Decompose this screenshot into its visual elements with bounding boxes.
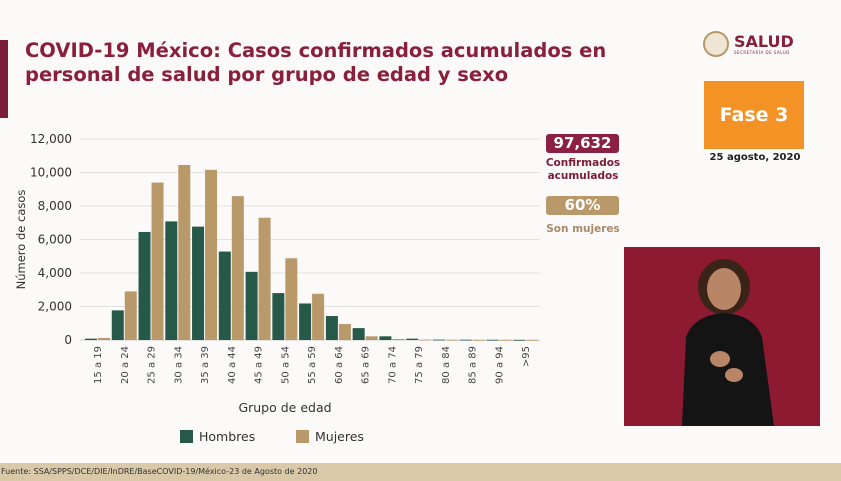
x-tick-label: 35 a 39 — [200, 346, 211, 384]
y-tick-label: 8,000 — [38, 199, 72, 213]
y-tick-label: 12,000 — [30, 132, 72, 146]
bar-mujeres — [365, 336, 378, 340]
y-tick-label: 4,000 — [38, 266, 72, 280]
bar-hombres — [379, 336, 392, 340]
x-tick-label: 55 a 59 — [307, 346, 318, 384]
y-tick-label: 2,000 — [38, 300, 72, 314]
seal-icon — [703, 31, 729, 57]
x-tick-label: 90 a 94 — [494, 346, 505, 384]
bar-mujeres — [392, 338, 405, 340]
phase-badge: Fase 3 — [704, 81, 804, 149]
bar-mujeres — [285, 258, 298, 340]
women-pct-badge: 60% — [546, 196, 619, 215]
bar-hombres — [245, 271, 258, 340]
bar-mujeres — [258, 217, 271, 340]
legend-label: Mujeres — [315, 429, 364, 444]
bar-hombres — [406, 338, 419, 340]
legend-mujeres: Mujeres — [296, 429, 364, 444]
bar-hombres — [272, 293, 285, 340]
x-axis-title: Grupo de edad — [238, 400, 331, 415]
bar-hombres — [218, 251, 231, 340]
bar-hombres — [325, 316, 338, 340]
salud-logo: SALUD SECRETARÍA DE SALUD — [703, 28, 813, 60]
bar-mujeres — [526, 339, 539, 341]
bar-mujeres — [124, 291, 137, 340]
x-tick-label: >95 — [521, 346, 532, 367]
x-tick-label: 60 a 64 — [334, 346, 345, 384]
interpreter-figure — [682, 259, 774, 426]
bar-mujeres — [499, 339, 512, 341]
bar-hombres — [486, 339, 499, 341]
x-tick-label: 20 a 24 — [120, 346, 131, 384]
bar-mujeres — [98, 337, 110, 340]
bar-mujeres — [178, 164, 191, 340]
x-tick-label: 25 a 29 — [147, 346, 158, 384]
bar-hombres — [299, 303, 312, 340]
y-tick-label: 10,000 — [30, 166, 72, 180]
x-tick-label: 45 a 49 — [254, 346, 265, 384]
x-tick-label: 40 a 44 — [227, 346, 238, 384]
legend-hombres: Hombres — [180, 429, 255, 444]
bar-mujeres — [445, 339, 458, 341]
bar-mujeres — [151, 182, 164, 340]
bar-hombres — [111, 310, 124, 340]
accent-bar — [0, 40, 8, 118]
x-tick-label: 80 a 84 — [441, 346, 452, 384]
logo-text: SALUD — [734, 31, 794, 51]
y-axis-title: Número de casos — [14, 190, 28, 290]
bar-hombres — [432, 339, 445, 341]
source-footer: Fuente: SSA/SPPS/DCE/DIE/InDRE/BaseCOVID… — [0, 463, 841, 481]
bar-hombres — [459, 339, 472, 341]
legend-label: Hombres — [199, 429, 256, 444]
logo-subtext: SECRETARÍA DE SALUD — [734, 49, 790, 55]
date-label: 25 agosto, 2020 — [709, 152, 801, 163]
bar-hombres — [138, 231, 151, 340]
bar-hombres — [85, 338, 97, 340]
bar-chart: 0 2,000 4,000 6,000 8,000 10,000 12,000 Número … — [14, 132, 540, 415]
y-tick-label: 6,000 — [38, 233, 72, 247]
confirmed-total-badge: 97,632 — [546, 134, 619, 153]
women-label: Son mujeres — [546, 223, 620, 235]
y-tick-label: 0 — [64, 333, 72, 347]
x-tick-label: 75 a 79 — [414, 346, 425, 384]
bar-hombres — [513, 339, 526, 341]
bar-mujeres — [231, 196, 244, 340]
bar-mujeres — [312, 293, 325, 340]
x-tick-label: 30 a 34 — [173, 346, 184, 384]
bar-hombres — [165, 221, 178, 340]
bar-mujeres — [338, 324, 351, 340]
legend-swatch-hombres — [180, 430, 193, 443]
bar-hombres — [352, 328, 365, 340]
sign-language-video — [624, 247, 820, 426]
x-tick-label: 65 a 69 — [361, 346, 372, 384]
bar-mujeres — [419, 339, 432, 341]
bar-mujeres — [472, 339, 485, 341]
bar-hombres — [192, 226, 205, 340]
page-title: COVID-19 México: Casos confirmados acumu… — [25, 39, 607, 86]
bar-mujeres — [205, 169, 218, 340]
x-tick-label: 15 a 19 — [93, 346, 104, 384]
confirmed-label: Confirmados acumulados — [545, 157, 621, 182]
x-tick-label: 85 a 89 — [468, 346, 479, 384]
x-tick-label: 70 a 74 — [387, 346, 398, 384]
x-tick-label: 50 a 54 — [280, 346, 291, 384]
legend-swatch-mujeres — [296, 430, 309, 443]
